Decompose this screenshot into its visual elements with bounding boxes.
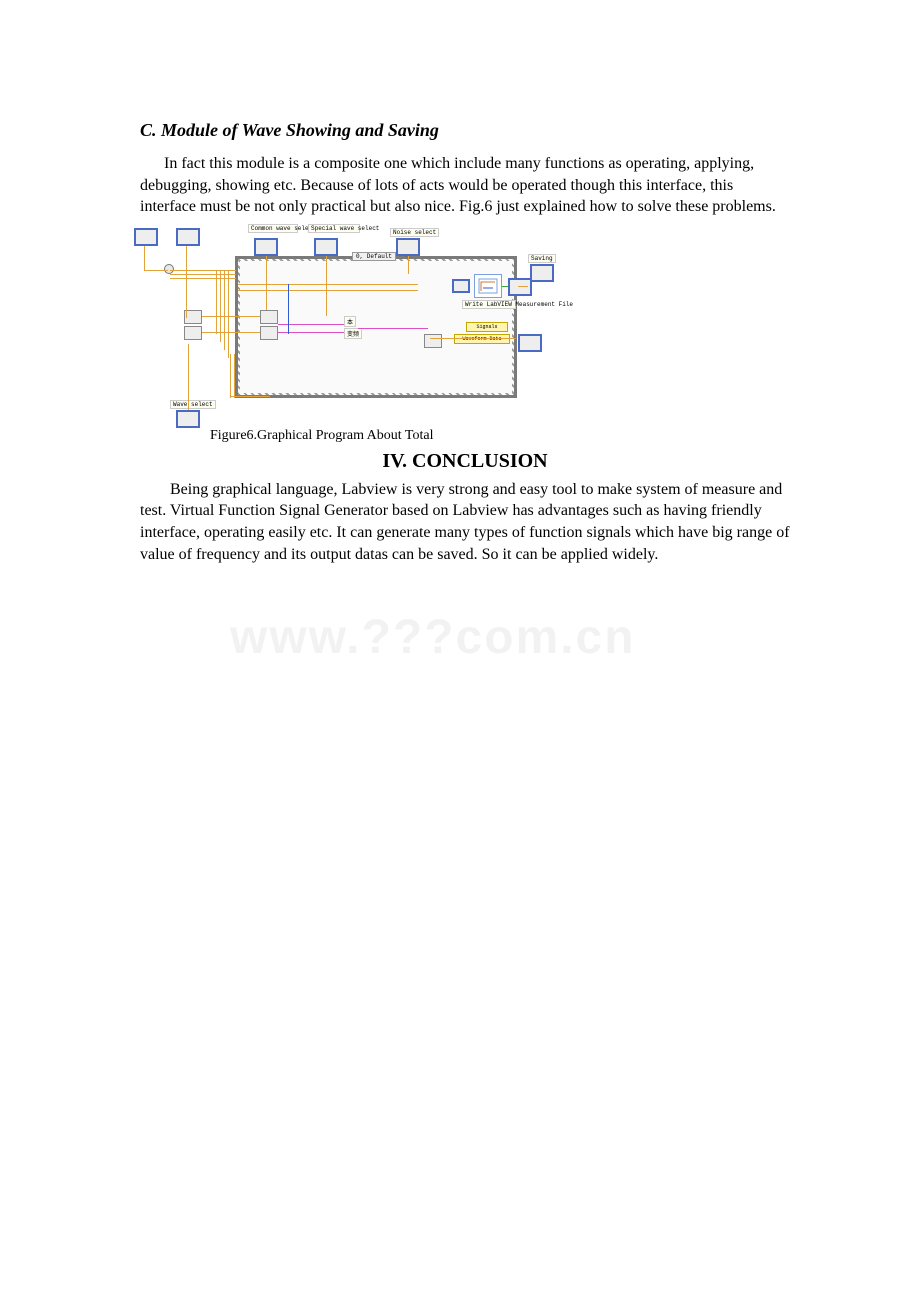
wire bbox=[170, 270, 236, 271]
section-c-heading: C. Module of Wave Showing and Saving bbox=[140, 120, 790, 141]
wire bbox=[230, 396, 270, 397]
cn-label-2: 变频 bbox=[344, 328, 362, 339]
wire bbox=[518, 286, 528, 287]
special-wave-node bbox=[314, 238, 338, 256]
wire bbox=[202, 332, 260, 333]
wire bbox=[430, 338, 516, 339]
waveform-sink-node bbox=[518, 334, 542, 352]
saving-node bbox=[530, 264, 554, 282]
common-wave-label: Common wave select bbox=[248, 224, 298, 233]
cn-label-1: 本 bbox=[344, 316, 356, 327]
wire bbox=[170, 278, 236, 279]
wire bbox=[408, 256, 409, 274]
wire bbox=[170, 274, 236, 275]
terminal-node bbox=[260, 310, 278, 324]
figure-6-caption: Figure6.Graphical Program About Total bbox=[210, 428, 790, 444]
conclusion-paragraph: Being graphical language, Labview is ver… bbox=[140, 479, 790, 565]
wire bbox=[326, 256, 327, 316]
figure-6-diagram: 0, Default Common wave select Special wa… bbox=[130, 224, 560, 424]
saving-label: Saving bbox=[528, 254, 556, 263]
wire bbox=[502, 286, 508, 287]
wire bbox=[288, 284, 289, 334]
wire bbox=[238, 284, 418, 285]
wire bbox=[230, 354, 231, 398]
wire bbox=[238, 290, 418, 291]
write-file-icon bbox=[474, 274, 502, 298]
wire bbox=[202, 316, 260, 317]
output-node bbox=[508, 278, 532, 296]
wave-select-node bbox=[176, 410, 200, 428]
wire bbox=[228, 270, 229, 358]
common-wave-node bbox=[254, 238, 278, 256]
special-wave-label: Special wave select bbox=[308, 224, 360, 233]
signals-input-node bbox=[452, 279, 470, 293]
noise-select-label: Noise select bbox=[390, 228, 439, 237]
wire bbox=[144, 246, 145, 270]
wire bbox=[224, 270, 225, 350]
watermark-text: www.???com.cn bbox=[230, 610, 636, 665]
control-node bbox=[176, 228, 200, 246]
wire bbox=[188, 344, 189, 410]
conclusion-heading: IV. CONCLUSION bbox=[140, 450, 790, 473]
wire bbox=[186, 246, 187, 318]
wire bbox=[234, 354, 235, 398]
wire bbox=[266, 256, 267, 310]
wire bbox=[358, 328, 428, 329]
terminal-node bbox=[260, 326, 278, 340]
write-file-label: Write LabVIEW Measurement File bbox=[462, 300, 516, 309]
wire bbox=[216, 270, 217, 334]
section-c-paragraph: In fact this module is a composite one w… bbox=[140, 153, 790, 218]
wire bbox=[144, 270, 168, 271]
case-selector-tab: 0, Default bbox=[352, 252, 396, 261]
wave-select-label: Wave select bbox=[170, 400, 216, 409]
noise-select-node bbox=[396, 238, 420, 256]
waveform-data-label: Waveform Data bbox=[454, 334, 510, 344]
control-node bbox=[134, 228, 158, 246]
loop-tunnel-icon bbox=[164, 264, 174, 274]
signals-label: Signals bbox=[466, 322, 508, 332]
terminal-node bbox=[424, 334, 442, 348]
terminal-node bbox=[184, 326, 202, 340]
